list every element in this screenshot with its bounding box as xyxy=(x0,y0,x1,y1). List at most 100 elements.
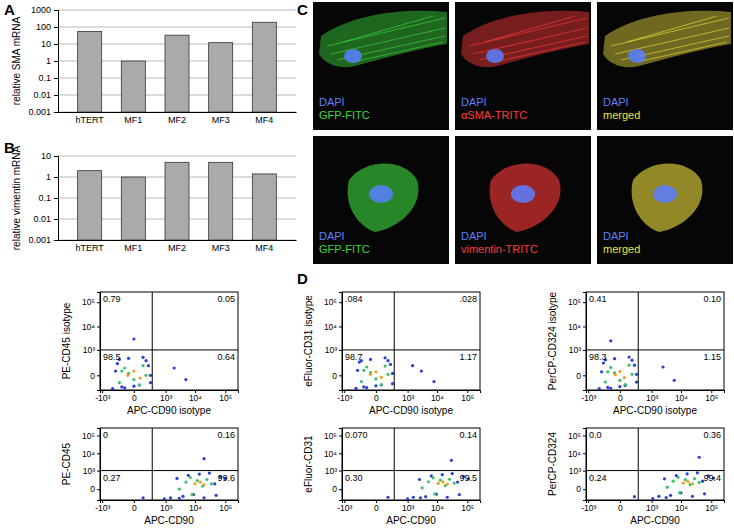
tick-label: 10⁴ xyxy=(675,393,688,403)
event xyxy=(453,481,456,484)
y-axis-title: relative SMA mRNA xyxy=(11,16,22,105)
tick: 10⁴ xyxy=(189,500,202,513)
event xyxy=(411,364,414,367)
tick-label: 0.1 xyxy=(38,73,51,83)
quadrant-percent: 0.27 xyxy=(103,473,121,483)
tick-label: 100 xyxy=(36,22,51,32)
tick: 0.001 xyxy=(28,235,58,245)
panel-label: A xyxy=(4,1,15,18)
channel-label: DAPI xyxy=(603,230,629,242)
quadrant-gates xyxy=(100,292,238,390)
tick: 1 xyxy=(46,56,58,66)
tick: MF3 xyxy=(212,240,230,253)
event xyxy=(202,496,205,499)
tick: 10⁴ xyxy=(675,390,688,403)
x-axis: -10³010³10⁴10⁵ xyxy=(581,500,724,513)
event xyxy=(606,386,609,389)
tick-label: MF2 xyxy=(168,115,186,125)
plot-frame xyxy=(342,292,480,390)
tick-mark xyxy=(54,44,58,45)
tick-mark xyxy=(339,453,342,454)
event xyxy=(682,481,685,484)
tick: 10³ xyxy=(646,500,658,513)
event xyxy=(698,481,701,484)
x-axis: -10³010³10⁴10⁵ xyxy=(95,390,238,403)
tick: 10⁴ xyxy=(82,449,100,459)
tick: 10⁴ xyxy=(568,322,586,332)
tick-label: -10³ xyxy=(337,503,352,513)
tick: 0 xyxy=(332,371,342,381)
event xyxy=(665,496,668,499)
nucleus xyxy=(369,185,393,203)
fiber xyxy=(485,16,575,42)
tick-mark xyxy=(54,198,58,199)
tick-mark xyxy=(97,375,100,376)
tick-label: 0 xyxy=(132,393,137,403)
tick: 10⁵ xyxy=(568,431,586,441)
quadrant-gates xyxy=(100,428,238,500)
event xyxy=(442,480,445,483)
y-axis-title: PerCP-CD324 isotype xyxy=(547,291,558,390)
points xyxy=(111,337,187,390)
event xyxy=(149,381,152,384)
x-axis-title: APC-CD90 isotype xyxy=(369,405,453,416)
event xyxy=(673,379,676,382)
event xyxy=(127,357,130,360)
quadrant-percent: 98.5 xyxy=(103,352,121,362)
gate-line xyxy=(100,470,238,471)
tick-mark xyxy=(583,350,586,351)
flow-plot: 0.790.0598.50.64-10³010³10⁴10⁵010³10⁴10⁵… xyxy=(61,292,239,416)
flow-plot: 0.410.1098.31.15-10³010³10⁴10⁵010³10⁴10⁵… xyxy=(547,291,725,416)
tick-label: MF3 xyxy=(212,243,230,253)
quadrant-percent: .028 xyxy=(459,294,477,304)
tick-mark xyxy=(583,453,586,454)
tick-label: 10⁵ xyxy=(219,393,232,403)
tick-mark xyxy=(97,489,100,490)
tick: 10⁵ xyxy=(219,500,232,513)
nucleus xyxy=(344,49,362,63)
tick: 0 xyxy=(618,390,623,403)
event xyxy=(141,356,144,359)
grid-line xyxy=(58,10,296,11)
tick-label: 10⁴ xyxy=(568,322,581,332)
tick-label: 10³ xyxy=(569,345,581,355)
event xyxy=(365,365,368,368)
y-axis: 010³10⁴10⁵ xyxy=(82,429,101,501)
tick: -10³ xyxy=(337,390,352,403)
event xyxy=(703,492,706,495)
quadrant-percent: 1.17 xyxy=(459,352,477,362)
event xyxy=(627,364,630,367)
fiber xyxy=(637,42,727,62)
tick-mark xyxy=(583,435,586,436)
event xyxy=(199,480,202,483)
bar xyxy=(165,35,189,112)
tick-label: 0.001 xyxy=(28,107,51,117)
tick-label: 10⁴ xyxy=(675,503,688,513)
tick-mark xyxy=(339,302,342,303)
event xyxy=(609,387,612,390)
event xyxy=(386,496,389,499)
tick-label: 10⁵ xyxy=(82,431,95,441)
event xyxy=(627,355,630,358)
event xyxy=(114,369,117,372)
event xyxy=(147,364,150,367)
y-axis: 010³10⁴10⁵ xyxy=(324,429,343,501)
tick-label: 1 xyxy=(46,56,51,66)
tick-label: 0 xyxy=(332,371,337,381)
tick: 10⁵ xyxy=(82,297,100,307)
tick: 10³ xyxy=(402,390,414,403)
event xyxy=(123,386,126,389)
channel-label: DAPI xyxy=(461,96,487,108)
bar xyxy=(78,31,102,112)
event xyxy=(362,369,365,372)
plot-frame xyxy=(586,428,724,500)
y-axis: 0.0010.010.11101001000 xyxy=(28,5,58,117)
tick: 10⁴ xyxy=(431,500,444,513)
tick-mark xyxy=(54,10,58,11)
nucleus xyxy=(653,185,677,203)
flow-plot: 0.0700.140.3099.5-10³010³10⁴10⁵010³10⁴10… xyxy=(303,428,481,526)
bar xyxy=(121,177,145,240)
cell xyxy=(632,164,703,233)
tick-label: -10³ xyxy=(95,393,110,403)
plot-frame xyxy=(342,428,480,500)
